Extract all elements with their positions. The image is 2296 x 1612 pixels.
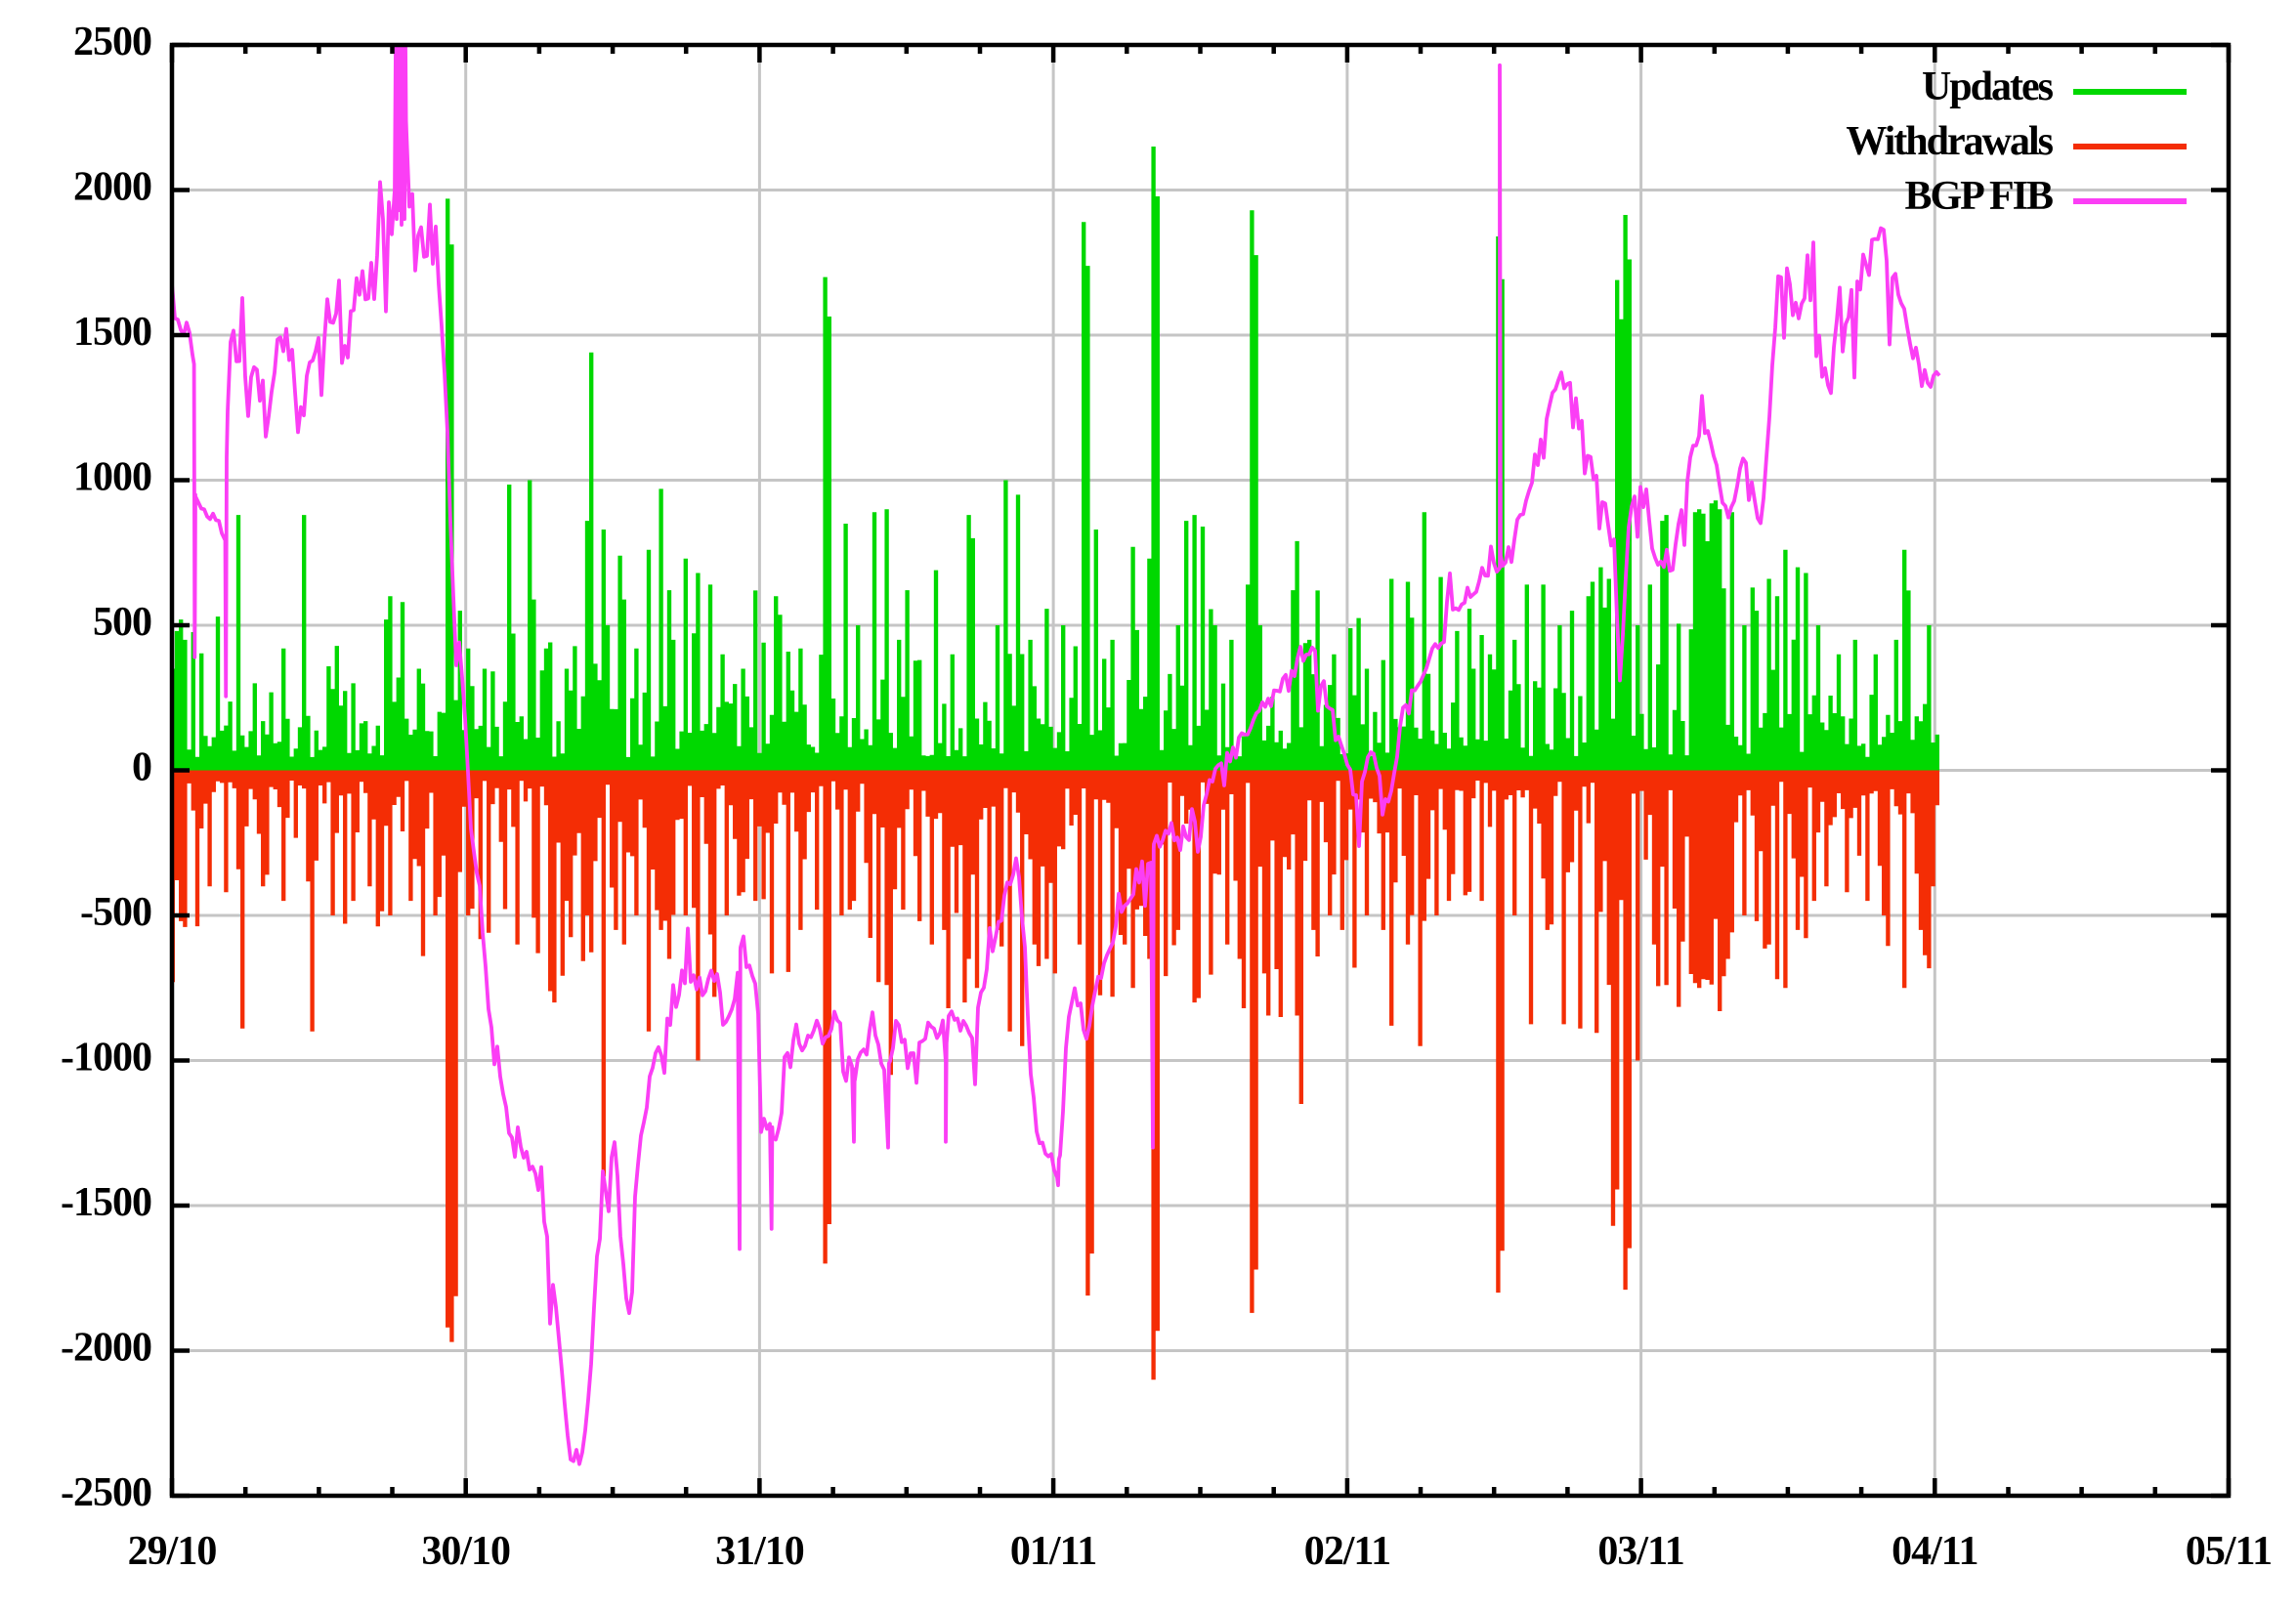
svg-text:30/10: 30/10 xyxy=(421,1529,510,1574)
svg-text:05/11: 05/11 xyxy=(2186,1529,2272,1574)
svg-text:-500: -500 xyxy=(80,890,151,935)
svg-text:-1500: -1500 xyxy=(61,1180,151,1225)
svg-text:-2500: -2500 xyxy=(61,1470,151,1515)
svg-text:02/11: 02/11 xyxy=(1304,1529,1390,1574)
svg-text:2000: 2000 xyxy=(73,165,151,210)
svg-text:1500: 1500 xyxy=(73,310,151,355)
svg-text:31/10: 31/10 xyxy=(715,1529,804,1574)
svg-text:Updates: Updates xyxy=(1922,64,2054,109)
svg-text:-1000: -1000 xyxy=(61,1036,151,1081)
svg-text:04/11: 04/11 xyxy=(1892,1529,1977,1574)
svg-text:-2000: -2000 xyxy=(61,1326,151,1371)
svg-text:2500: 2500 xyxy=(73,20,151,64)
svg-text:29/10: 29/10 xyxy=(128,1529,217,1574)
svg-text:BGP FIB: BGP FIB xyxy=(1904,174,2053,219)
svg-text:500: 500 xyxy=(93,600,151,645)
svg-text:Withdrawals: Withdrawals xyxy=(1846,119,2053,164)
svg-text:0: 0 xyxy=(132,745,151,790)
svg-text:1000: 1000 xyxy=(73,455,151,500)
svg-text:03/11: 03/11 xyxy=(1597,1529,1683,1574)
svg-text:01/11: 01/11 xyxy=(1010,1529,1096,1574)
